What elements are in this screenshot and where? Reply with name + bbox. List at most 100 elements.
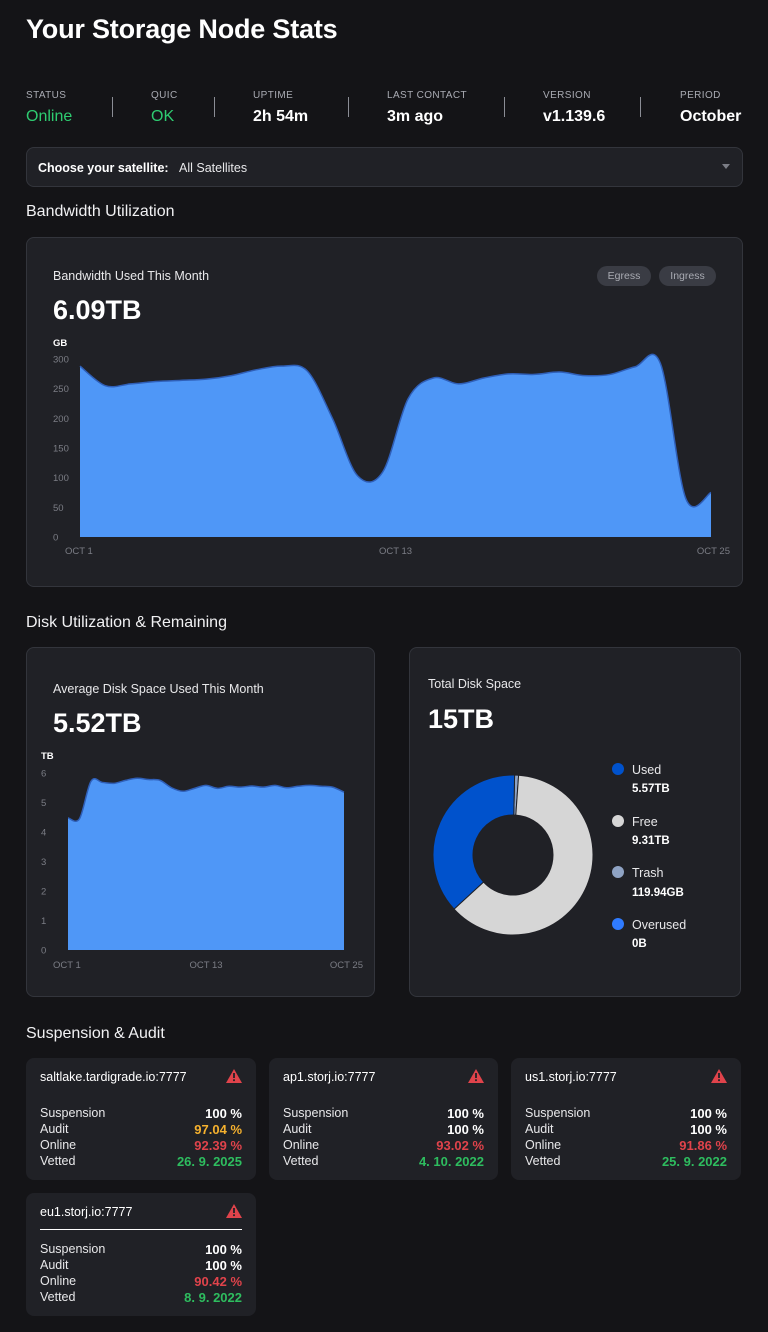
- audit-score: 97.04 %: [194, 1122, 242, 1137]
- period-value: October: [680, 108, 742, 125]
- satellite-card-us1[interactable]: us1.storj.io:7777 Suspension 100 % Audit 1…: [511, 1058, 741, 1180]
- online-label: Online: [40, 1274, 77, 1288]
- y-tick-label: 250: [53, 384, 69, 395]
- legend-free-label: Free: [632, 815, 658, 829]
- satellite-select-value: All Satellites: [179, 161, 248, 175]
- satellite-card-ap1[interactable]: ap1.storj.io:7777 Suspension 100 % Audit 1…: [269, 1058, 498, 1180]
- status-value: Online: [26, 108, 73, 125]
- quic-value: OK: [151, 108, 175, 125]
- stat-quic: QUIC OK: [151, 90, 178, 126]
- disk-usage-value: 5.52TB: [53, 708, 142, 738]
- x-tick-label: OCT 25: [697, 546, 730, 557]
- y-tick-label: 150: [53, 444, 69, 455]
- warning-icon[interactable]: [226, 1069, 242, 1083]
- y-tick-label: 0: [41, 946, 46, 957]
- suspension-score: 100 %: [205, 1242, 242, 1257]
- satellite-name: eu1.storj.io:7777: [40, 1205, 133, 1219]
- stat-label: PERIOD: [680, 90, 721, 101]
- vetted-date: 8. 9. 2022: [184, 1290, 242, 1305]
- chart-unit-label: TB: [41, 751, 54, 762]
- y-tick-label: 300: [53, 355, 69, 366]
- audit-score: 100 %: [447, 1122, 484, 1137]
- ingress-tag[interactable]: Ingress: [659, 266, 716, 286]
- online-label: Online: [40, 1138, 77, 1152]
- audit-score: 100 %: [205, 1258, 242, 1273]
- legend-overused-dot: [612, 918, 624, 930]
- suspension-section-title: Suspension & Audit: [26, 1025, 165, 1042]
- x-tick-label: OCT 1: [53, 960, 81, 971]
- uptime-value: 2h 54m: [253, 108, 309, 125]
- warning-icon[interactable]: [226, 1204, 242, 1218]
- chevron-down-icon[interactable]: [722, 164, 730, 169]
- vetted-date: 26. 9. 2025: [176, 1154, 242, 1169]
- stat-label: VERSION: [543, 90, 591, 101]
- online-score: 92.39 %: [194, 1138, 242, 1153]
- vetted-label: Vetted: [40, 1290, 76, 1304]
- online-score: 91.86 %: [679, 1138, 727, 1153]
- total-disk-value: 15TB: [428, 704, 495, 734]
- satellite-name: ap1.storj.io:7777: [283, 1070, 376, 1084]
- y-tick-label: 3: [41, 857, 46, 868]
- stat-period: PERIOD October: [680, 90, 741, 126]
- legend-trash-value: 119.94GB: [632, 887, 684, 899]
- y-tick-label: 50: [53, 503, 64, 514]
- x-tick-label: OCT 1: [65, 546, 93, 557]
- stat-divider: [214, 97, 215, 117]
- suspension-score: 100 %: [205, 1106, 242, 1121]
- online-score: 90.42 %: [194, 1274, 242, 1289]
- audit-label: Audit: [40, 1258, 69, 1272]
- satellite-card-saltlake[interactable]: saltlake.tardigrade.io:7777 Suspension 10…: [26, 1058, 256, 1180]
- online-label: Online: [283, 1138, 320, 1152]
- audit-score: 100 %: [690, 1122, 727, 1137]
- x-tick-label: OCT 13: [379, 546, 412, 557]
- y-tick-label: 6: [41, 769, 46, 780]
- legend-used-dot: [612, 763, 624, 775]
- y-tick-label: 5: [41, 798, 46, 809]
- disk-usage-chart: TB 0 1 2 3 4 5 6 OCT 1 OCT 13 OCT 25: [41, 751, 363, 971]
- warning-icon[interactable]: [711, 1069, 727, 1083]
- x-tick-label: OCT 25: [330, 960, 363, 971]
- online-label: Online: [525, 1138, 562, 1152]
- stat-version: VERSION v1.139.6: [543, 90, 605, 126]
- bandwidth-card-label: Bandwidth Used This Month: [53, 269, 210, 283]
- satellite-card-eu1[interactable]: eu1.storj.io:7777 Suspension 100 % Audit 1…: [26, 1193, 256, 1316]
- satellite-name: us1.storj.io:7777: [525, 1070, 617, 1084]
- y-tick-label: 200: [53, 414, 69, 425]
- vetted-label: Vetted: [525, 1154, 561, 1168]
- stat-divider: [504, 97, 505, 117]
- bandwidth-chart: GB 0 50 100 150 200 250 300 OCT 1 OCT 13 OCT 25: [53, 338, 730, 557]
- stat-divider: [640, 97, 641, 117]
- bandwidth-section-title: Bandwidth Utilization: [26, 203, 175, 220]
- chart-unit-label: GB: [53, 338, 67, 349]
- suspension-label: Suspension: [40, 1106, 106, 1120]
- stat-label: LAST CONTACT: [387, 90, 467, 101]
- donut-slice-used: [432, 774, 516, 910]
- suspension-label: Suspension: [283, 1106, 349, 1120]
- satellite-name: saltlake.tardigrade.io:7777: [40, 1070, 187, 1084]
- audit-label: Audit: [283, 1122, 312, 1136]
- x-tick-label: OCT 13: [189, 960, 222, 971]
- suspension-label: Suspension: [40, 1242, 106, 1256]
- chart-area: [80, 354, 711, 537]
- legend-trash-dot: [612, 866, 624, 878]
- total-disk-label: Total Disk Space: [428, 677, 522, 691]
- stat-label: QUIC: [151, 90, 178, 101]
- suspension-label: Suspension: [525, 1106, 591, 1120]
- vetted-label: Vetted: [40, 1154, 76, 1168]
- stat-last-contact: LAST CONTACT 3m ago: [387, 90, 467, 126]
- disk-usage-label: Average Disk Space Used This Month: [53, 682, 264, 696]
- suspension-score: 100 %: [447, 1106, 484, 1121]
- stat-divider: [112, 97, 113, 117]
- legend-free-value: 9.31TB: [632, 835, 670, 847]
- chart-area: [68, 778, 344, 950]
- donut-slice-free: [453, 774, 594, 936]
- warning-icon[interactable]: [468, 1069, 484, 1083]
- legend-used-value: 5.57TB: [632, 783, 670, 795]
- bandwidth-total: 6.09TB: [53, 295, 142, 325]
- legend-overused-value: 0B: [632, 938, 647, 950]
- egress-tag[interactable]: Egress: [597, 266, 651, 286]
- satellite-select[interactable]: Choose your satellite: All Satellites: [26, 147, 743, 187]
- stat-label: STATUS: [26, 90, 67, 101]
- stat-divider: [348, 97, 349, 117]
- disk-donut-chart: [432, 774, 594, 936]
